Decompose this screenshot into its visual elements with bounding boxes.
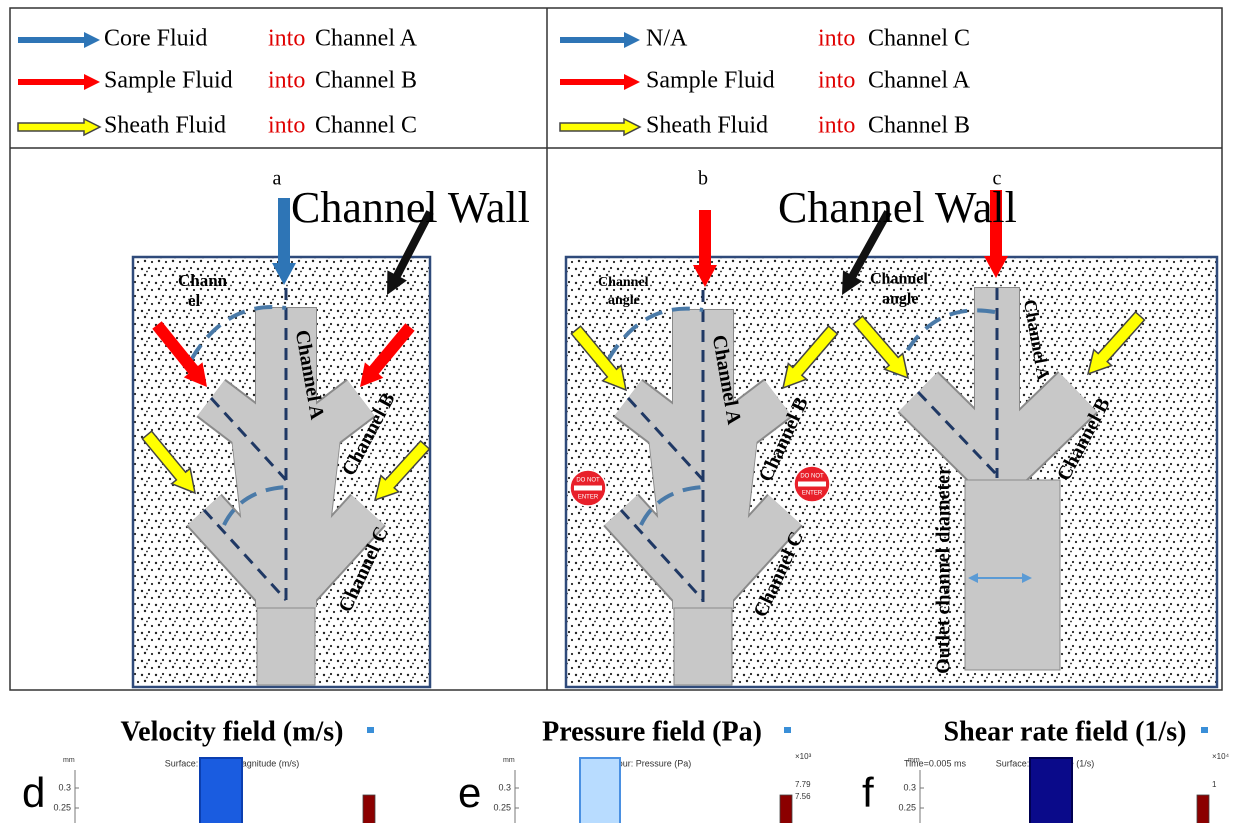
panel-label: d [22,769,45,816]
angle-label: angle [608,293,640,308]
y-tick-label: 0.25 [53,802,71,812]
field-region [200,758,242,823]
legend-into: into [818,113,855,139]
angle-label: Channel [598,275,649,290]
legend-fluid: Sample Fluid [104,68,233,94]
legend-fluid: Core Fluid [104,26,207,52]
legend-into: into [268,113,305,139]
field-region [1030,758,1072,823]
sign-text: ENTER [578,495,599,501]
plot-icon [367,727,374,733]
panel-label: f [862,769,874,816]
plot-time: Time=0.005 ms [904,758,966,768]
colorbar [363,795,375,823]
colorbar-label: 7.79 [795,780,811,789]
plot-icon [1201,727,1208,733]
field-title: Pressure field (Pa) [542,716,762,747]
legend-into: into [818,26,855,52]
legend-channel: Channel C [868,26,970,52]
legend-channel: Channel B [315,68,417,94]
outlet-label: Outlet channel diameter [933,466,955,674]
sign-bar [798,482,826,487]
legend-fluid: Sample Fluid [646,68,775,94]
legend-arrow [18,119,100,135]
panel-label: b [698,168,708,190]
field-region [580,758,620,823]
sign-text: DO NOT [800,474,824,480]
figure: Core FluidintoChannel ASample FluidintoC… [0,0,1233,823]
sign-text: DO NOT [576,478,600,484]
plot-unit: mm [503,757,515,764]
legend-channel: Channel A [868,68,971,94]
legend-arrow [560,74,640,90]
legend-channel: Channel A [315,26,418,52]
field-title: Shear rate field (1/s) [944,716,1187,747]
angle-label: angle [882,291,918,308]
legend-into: into [268,68,305,94]
angle-label: Channel [870,271,928,288]
angle-label: el [188,291,201,310]
field-title: Velocity field (m/s) [121,716,344,747]
outlet-channel [257,608,315,685]
panel-label: a [273,168,282,190]
wall-label: Channel Wall [291,183,530,232]
colorbar-label: 1 [1212,780,1217,789]
colorbar [780,795,792,823]
colorbar [1197,795,1209,823]
legend-arrow [560,32,640,48]
colorbar-label: ×10⁴ [1212,752,1230,761]
y-tick-label: 0.3 [58,782,71,792]
legend-into: into [818,68,855,94]
wall-label: Channel Wall [778,183,1017,232]
legend-into: into [268,26,305,52]
legend-fluid: N/A [646,26,688,52]
legend-fluid: Sheath Fluid [646,113,768,139]
y-tick-label: 0.3 [498,782,511,792]
y-tick-label: 0.25 [493,802,511,812]
colorbar-label: ×10³ [795,752,812,761]
outlet-channel [965,480,1060,670]
legend-arrow [18,74,100,90]
colorbar-label: 7.56 [795,792,811,801]
body: Core FluidintoChannel ASample FluidintoC… [0,0,1233,823]
angle-label: Chann [178,271,228,290]
plot-unit: mm [63,757,75,764]
sign-bar [574,486,602,491]
sign-text: ENTER [802,491,823,497]
y-tick-label: 0.25 [898,802,916,812]
panel-label: e [458,769,481,816]
outlet-channel [674,608,732,685]
page: Channel diagram {"legend": { "left": [ {… [0,0,1233,823]
legend-fluid: Sheath Fluid [104,113,226,139]
legend-arrow [560,119,640,135]
legend-channel: Channel C [315,113,417,139]
legend-channel: Channel B [868,113,970,139]
plot-icon [784,727,791,733]
y-tick-label: 0.3 [903,782,916,792]
legend-arrow [18,32,100,48]
